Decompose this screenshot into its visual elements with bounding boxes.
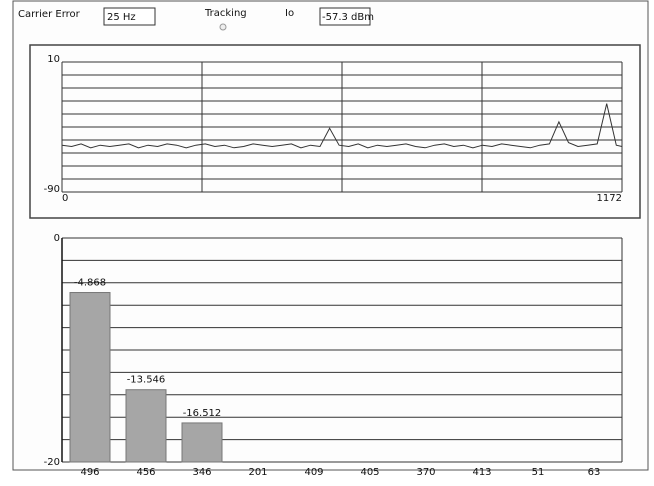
- bar: [181, 422, 223, 463]
- bar: [69, 292, 111, 463]
- x-tick-label: 201: [248, 467, 267, 478]
- io-label: Io: [285, 8, 294, 19]
- x-tick-label: 1172: [597, 193, 622, 204]
- y-tick-label: -20: [44, 457, 60, 468]
- x-tick-label: 0: [62, 193, 68, 204]
- y-tick-label: 10: [47, 54, 60, 65]
- carrier-error-input[interactable]: [103, 7, 156, 26]
- x-tick-label: 346: [192, 467, 211, 478]
- x-tick-label: 405: [360, 467, 379, 478]
- y-tick-label: 0: [54, 233, 60, 244]
- x-tick-label: 413: [472, 467, 491, 478]
- data-label: -13.546: [127, 375, 166, 386]
- y-tick-label: -90: [44, 184, 60, 195]
- panel-frame: [12, 0, 649, 471]
- bar: [125, 389, 167, 463]
- data-label: -4.868: [74, 278, 106, 289]
- spectrum-trace: [61, 103, 623, 149]
- x-tick-label: 496: [80, 467, 99, 478]
- x-tick-label: 409: [304, 467, 323, 478]
- data-label: -16.512: [183, 408, 222, 419]
- x-tick-label: 456: [136, 467, 155, 478]
- tracking-toggle[interactable]: [219, 23, 227, 31]
- tracking-label: Tracking: [204, 8, 247, 19]
- carrier-error-value: 25 Hz: [107, 12, 136, 23]
- x-tick-label: 51: [532, 467, 545, 478]
- x-tick-label: 370: [416, 467, 435, 478]
- io-value: -57.3 dBm: [322, 12, 374, 23]
- spectrum-chart: -90 10 0 1172: [44, 54, 623, 204]
- x-tick-label: 63: [588, 467, 601, 478]
- toolbar: Carrier Error 25 Hz Tracking Io -57.3 dB…: [18, 7, 374, 31]
- carrier-error-label: Carrier Error: [18, 9, 81, 20]
- spectrum-frame: [29, 44, 641, 219]
- io-input[interactable]: [319, 7, 371, 26]
- bar-chart: -20 0 496 -4.868 456 -13.546 346 -16.512 201 409 4…: [44, 233, 623, 478]
